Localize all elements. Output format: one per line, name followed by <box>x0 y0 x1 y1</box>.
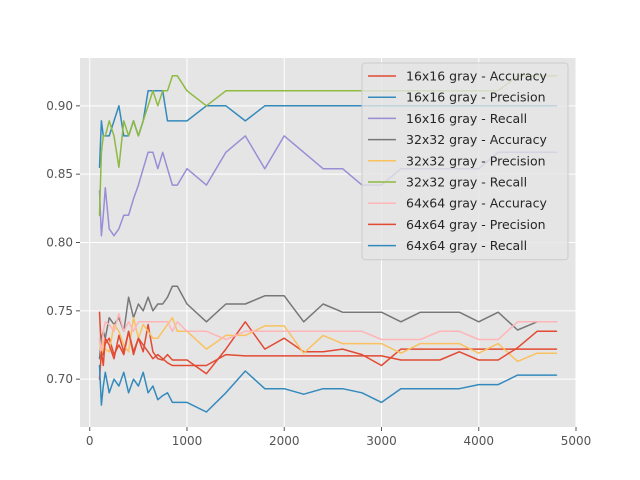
legend-label: 16x16 gray - Precision <box>406 90 546 105</box>
y-tick-label: 0.70 <box>46 372 73 386</box>
series-line-8 <box>98 330 558 380</box>
x-tick-label: 0 <box>86 434 94 448</box>
x-tick-label: 4000 <box>463 434 494 448</box>
legend-label: 32x32 gray - Recall <box>406 175 527 190</box>
series-line-9 <box>98 364 558 413</box>
y-tick-label: 0.90 <box>46 99 73 113</box>
x-tick-label: 1000 <box>172 434 203 448</box>
x-axis: 0 1000 2000 3000 4000 5000 <box>86 427 591 448</box>
x-tick-label: 2000 <box>269 434 300 448</box>
legend: 16x16 gray - Accuracy 16x16 gray - Precis… <box>361 62 569 261</box>
y-tick-label: 0.75 <box>46 304 73 318</box>
legend-label: 64x64 gray - Recall <box>406 238 527 253</box>
legend-label: 16x16 gray - Accuracy <box>406 69 547 84</box>
legend-box <box>361 62 569 261</box>
series-line-1 <box>98 311 558 375</box>
series-line-7 <box>98 312 558 353</box>
y-tick-label: 0.80 <box>46 236 73 250</box>
legend-label: 64x64 gray - Accuracy <box>406 196 547 211</box>
y-axis: 0.70 0.75 0.80 0.85 0.90 <box>46 99 80 386</box>
legend-label: 64x64 gray - Precision <box>406 217 546 232</box>
x-tick-label: 5000 <box>561 434 592 448</box>
y-tick-label: 0.85 <box>46 167 73 181</box>
legend-label: 32x32 gray - Precision <box>406 153 546 168</box>
legend-label: 32x32 gray - Accuracy <box>406 132 547 147</box>
legend-label: 16x16 gray - Recall <box>406 111 527 126</box>
x-tick-label: 3000 <box>366 434 397 448</box>
